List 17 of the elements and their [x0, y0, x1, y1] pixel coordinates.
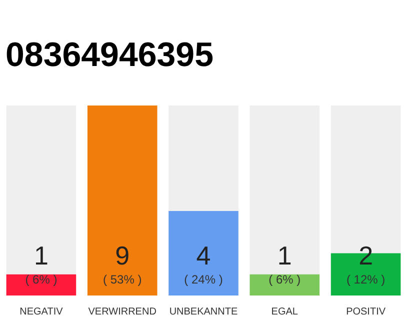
annotation: ( 24% ): [184, 272, 223, 286]
data-label: 1: [277, 240, 292, 271]
annotation: ( 6% ): [25, 272, 58, 286]
bar: [250, 274, 320, 296]
x-tick-label: EGAL: [271, 306, 298, 318]
chart-title: 08364946395: [6, 36, 214, 74]
x-tick-label: UNBEKANNTE: [169, 306, 238, 318]
data-label: 1: [34, 240, 48, 271]
x-tick-label: POSITIV: [346, 306, 386, 318]
annotation: ( 53% ): [103, 272, 142, 286]
bar: [6, 274, 76, 296]
x-tick-label: VERWIRREND: [88, 306, 156, 318]
x-tick-label: NEGATIV: [20, 306, 64, 318]
annotation: ( 12% ): [346, 272, 386, 286]
data-label: 4: [196, 240, 211, 271]
data-label: 9: [115, 240, 130, 271]
annotation: ( 6% ): [268, 272, 301, 286]
